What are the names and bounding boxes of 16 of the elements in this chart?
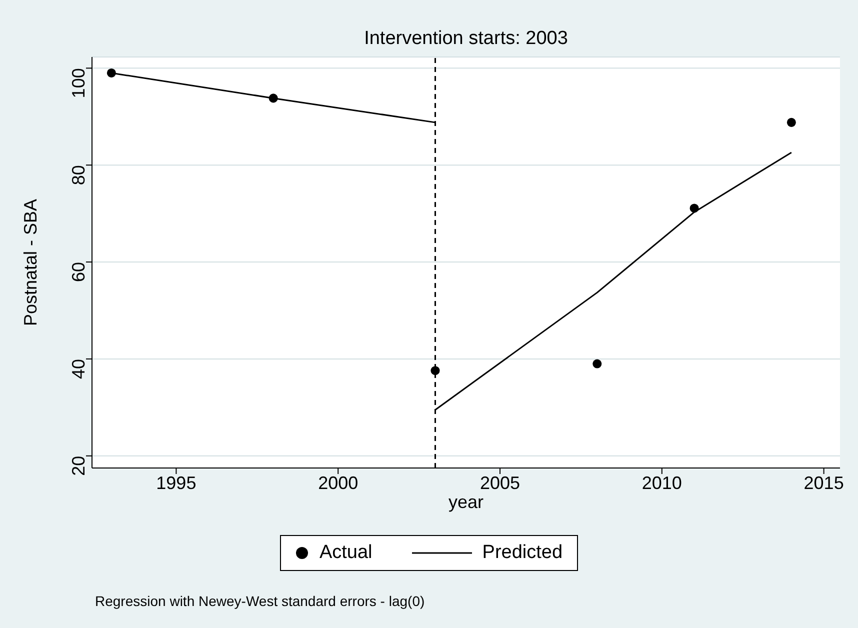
legend-label: Predicted [482, 542, 563, 564]
x-tick-label: 1995 [156, 472, 196, 493]
x-tick-label: 2005 [480, 472, 520, 493]
y-axis-title: Postnatal - SBA [20, 198, 40, 326]
x-axis-title: year [447, 492, 484, 513]
legend-label: Actual [319, 542, 372, 564]
x-tick-label: 2000 [318, 472, 358, 493]
x-tick-label: 2010 [642, 472, 682, 493]
chart-title: Intervention starts: 2003 [363, 28, 569, 50]
y-tick-label: 20 [68, 456, 88, 476]
y-tick-label: 60 [68, 262, 88, 282]
y-tick-label: 40 [68, 358, 88, 379]
y-tick-label: 80 [68, 165, 88, 186]
y-tick-label: 100 [68, 68, 88, 98]
text: Regression with Newey-West standard errors - lag(0) [95, 593, 425, 609]
x-tick-label: 2015 [804, 472, 844, 493]
